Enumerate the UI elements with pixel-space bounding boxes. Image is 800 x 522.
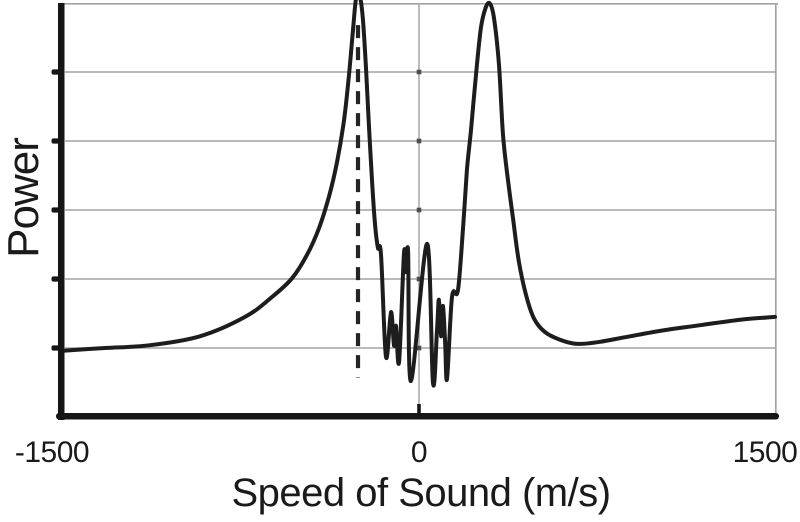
- y-axis-line: [58, 3, 65, 420]
- x-tick-label-neg1500: -1500: [15, 436, 89, 469]
- x-axis-line: [56, 413, 779, 420]
- gridline-intersection-marker: [416, 276, 422, 282]
- y-axis-tick: [51, 276, 60, 282]
- y-axis-tick: [51, 69, 60, 75]
- y-axis-tick: [51, 138, 60, 144]
- gridline-intersection-marker: [416, 138, 422, 144]
- x-axis-zero-tick: [417, 404, 421, 415]
- y-axis-tick: [51, 207, 60, 213]
- x-axis-label: Speed of Sound (m/s): [231, 471, 610, 515]
- gridline-intersection-marker: [416, 345, 422, 351]
- x-tick-label-1500: 1500: [733, 436, 798, 469]
- chart-generated-layer: [51, 0, 779, 420]
- gridline-intersection-marker: [416, 207, 422, 213]
- y-axis-tick: [51, 345, 60, 351]
- power-curve: [61, 0, 777, 388]
- gridline-intersection-marker: [416, 69, 422, 75]
- y-axis-label: Power: [0, 138, 48, 258]
- x-tick-label-zero: 0: [411, 436, 427, 469]
